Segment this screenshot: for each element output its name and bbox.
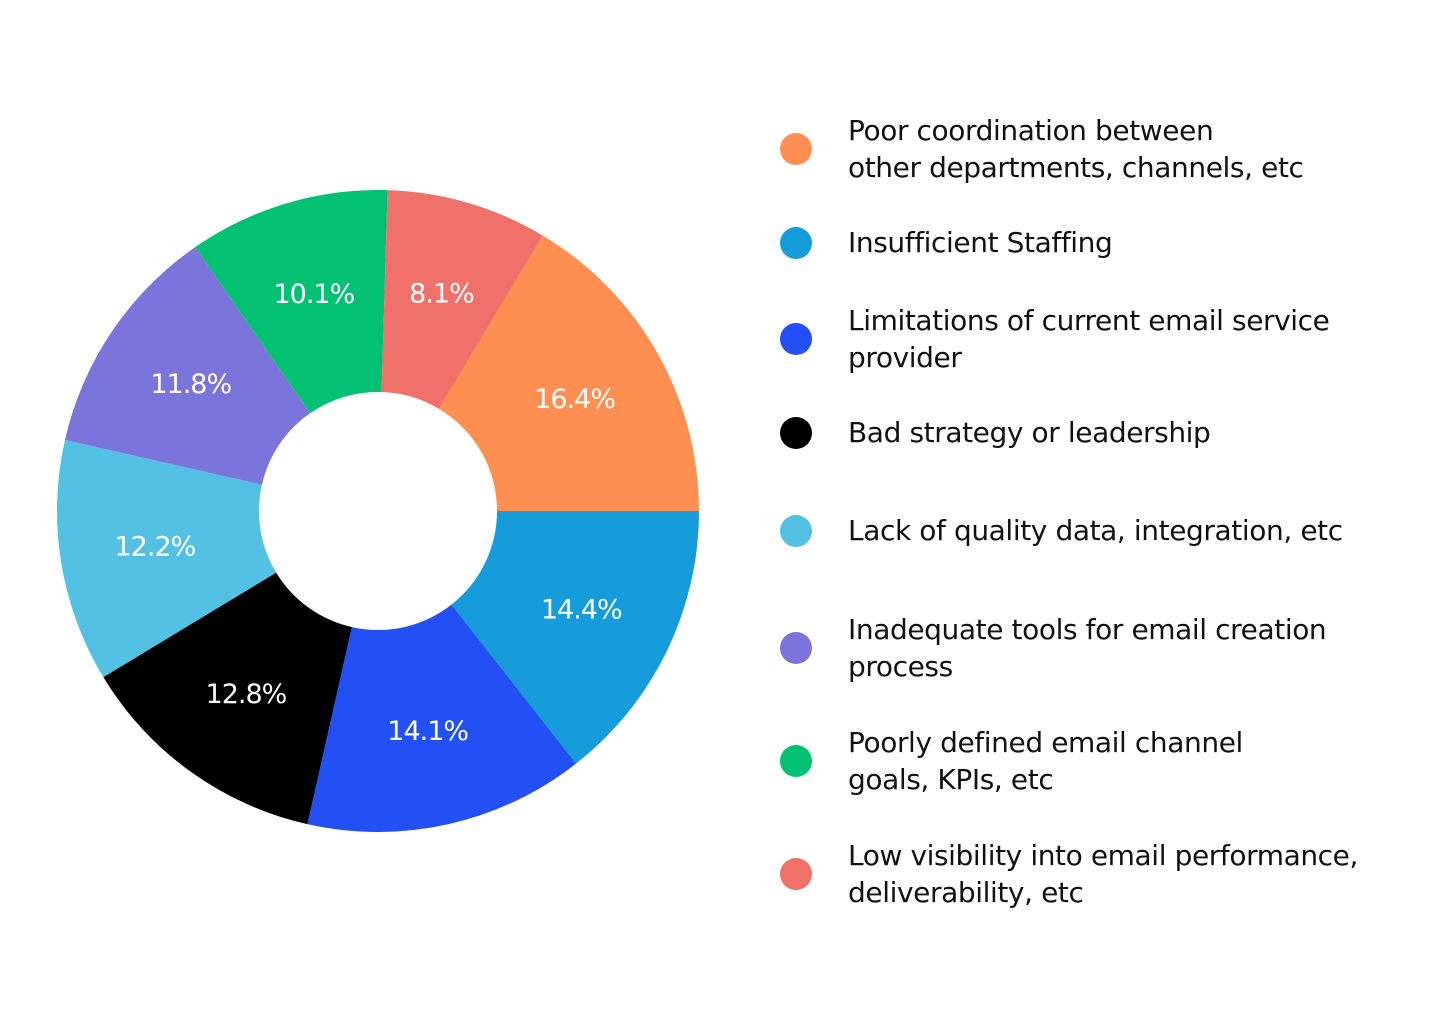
slice-value-label: 12.8% (206, 679, 287, 710)
donut-slice (103, 572, 352, 825)
legend-swatch (780, 226, 812, 259)
slice-value-label: 8.1% (409, 279, 474, 310)
legend-swatch (780, 632, 812, 664)
legend-label-line: Bad strategy or leadership (848, 416, 1211, 449)
slice-value-label: 11.8% (150, 369, 231, 400)
legend-label: Insufficient Staffing (848, 224, 1408, 261)
slice-value-label: 16.4% (534, 384, 615, 415)
donut-slices (56, 190, 699, 832)
legend-label-line: Limitations of current email service (848, 304, 1330, 337)
legend-label: Inadequate tools for email creation proc… (848, 611, 1408, 685)
legend-swatch (780, 745, 812, 777)
legend-label-line: other departments, channels, etc (848, 151, 1304, 184)
legend-swatch (780, 858, 812, 890)
legend-item: Inadequate tools for email creation proc… (780, 611, 1420, 685)
legend-swatch (780, 514, 812, 547)
legend-item: Low visibility into email performance, d… (780, 837, 1420, 911)
legend-label: Lack of quality data, integration, etc (848, 512, 1408, 549)
legend-label-line: Insufficient Staffing (848, 226, 1113, 259)
legend-label: Poor coordination between other departme… (848, 112, 1408, 186)
slice-value-label: 14.1% (387, 716, 468, 747)
legend-label-line: deliverability, etc (848, 876, 1084, 909)
donut-chart: 14.4% 14.1% 12.8% 12.2% 11.8% 10.1% 8.1% 16.4% (56, 190, 699, 832)
slice-value-label: 12.2% (115, 532, 196, 563)
donut-slice (439, 235, 699, 511)
donut-slice-labels: 14.4% 14.1% 12.8% 12.2% 11.8% 10.1% 8.1% 16.4% (115, 279, 623, 747)
legend-label-line: provider (848, 341, 962, 374)
legend-item: Poor coordination between other departme… (780, 112, 1420, 186)
donut-slice (64, 247, 311, 485)
donut-slice (195, 190, 388, 414)
legend-label-line: Lack of quality data, integration, etc (848, 514, 1343, 547)
legend-item: Poorly defined email channel goals, KPIs… (780, 724, 1420, 798)
legend-swatch (780, 323, 812, 355)
chart-legend: Poor coordination between other departme… (780, 0, 1420, 1024)
legend-label-line: Poorly defined email channel (848, 726, 1243, 759)
legend-item: Lack of quality data, integration, etc (780, 512, 1420, 549)
slice-value-label: 10.1% (273, 279, 354, 310)
legend-item: Insufficient Staffing (780, 224, 1420, 261)
legend-label: Low visibility into email performance, d… (848, 837, 1408, 911)
legend-label-line: Low visibility into email performance, (848, 839, 1358, 872)
legend-label-line: Poor coordination between (848, 114, 1214, 147)
donut-slice (307, 604, 577, 832)
donut-slice (451, 511, 699, 764)
legend-label: Poorly defined email channel goals, KPIs… (848, 724, 1408, 798)
legend-label-line: goals, KPIs, etc (848, 763, 1054, 796)
slice-value-label: 14.4% (541, 594, 622, 625)
legend-label-line: Inadequate tools for email creation (848, 613, 1327, 646)
donut-slice (381, 190, 543, 409)
legend-swatch (780, 416, 812, 449)
legend-label: Limitations of current email service pro… (848, 302, 1408, 376)
legend-label: Bad strategy or leadership (848, 414, 1408, 451)
legend-item: Bad strategy or leadership (780, 414, 1420, 451)
legend-swatch (780, 133, 812, 165)
legend-label-line: process (848, 650, 953, 683)
donut-slice (56, 439, 277, 678)
legend-item: Limitations of current email service pro… (780, 302, 1420, 376)
